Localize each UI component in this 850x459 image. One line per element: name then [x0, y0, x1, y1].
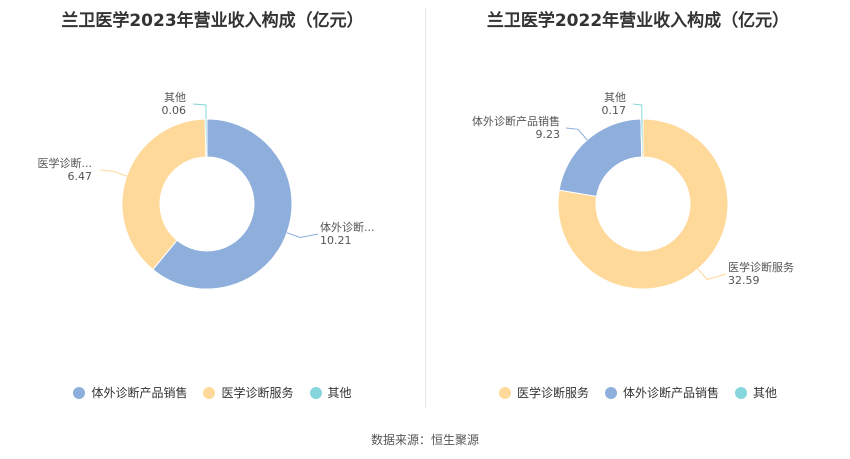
- donut-chart-2023: 体外诊断...10.21 医学诊断...6.47 其他0.06: [38, 91, 375, 290]
- legend-label: 体外诊断产品销售: [622, 386, 719, 400]
- legend-label: 体外诊断产品销售: [91, 386, 188, 400]
- legend-2022: 医学诊断服务 体外诊断产品销售 其他: [426, 384, 850, 401]
- label-leader-line: [99, 169, 127, 177]
- slice-value-label: 0.17: [602, 104, 627, 117]
- slice-value-label: 9.23: [536, 128, 561, 141]
- donut-slice[interactable]: [121, 118, 207, 271]
- slice-name-label: 医学诊断...: [38, 156, 93, 170]
- slice-value-label: 10.21: [320, 234, 352, 247]
- label-leader-line: [697, 268, 727, 281]
- slice-name-label: 体外诊断...: [320, 220, 375, 234]
- legend-marker: [735, 387, 747, 399]
- legend-item[interactable]: 其他: [735, 384, 777, 401]
- slice-name-label: 体外诊断产品销售: [472, 114, 560, 128]
- legend-marker: [73, 387, 86, 399]
- slice-value-label: 6.47: [68, 170, 93, 183]
- slice-value-label: 0.06: [162, 104, 187, 117]
- donut-slice[interactable]: [557, 118, 729, 290]
- label-leader-line: [565, 127, 588, 141]
- legend-marker: [309, 387, 322, 399]
- label-leader-line: [632, 103, 643, 120]
- chart-title-2023: 兰卫医学2023年营业收入构成（亿元）: [61, 11, 364, 31]
- legend-item[interactable]: 医学诊断服务: [203, 384, 294, 401]
- legend-item[interactable]: 医学诊断服务: [498, 384, 589, 401]
- legend-label: 其他: [753, 386, 778, 400]
- slice-name-label: 其他: [164, 91, 186, 104]
- label-leader-line: [286, 232, 319, 239]
- chart-panel-2023: 兰卫医学2023年营业收入构成（亿元） 体外诊断... 10.21 医学诊断... 6…: [0, 0, 425, 410]
- donut-slice[interactable]: [640, 118, 644, 158]
- legend-marker: [203, 387, 216, 399]
- donut-slice[interactable]: [558, 118, 643, 197]
- chart-title-2022: 兰卫医学2022年营业收入构成（亿元）: [486, 11, 790, 31]
- donut-slice[interactable]: [152, 118, 293, 290]
- label-leader-line: [192, 103, 207, 120]
- donut-slice[interactable]: [204, 118, 208, 158]
- legend-marker: [604, 387, 617, 399]
- legend-item[interactable]: 体外诊断产品销售: [604, 384, 719, 401]
- chart-panel-2022: 兰卫医学2022年营业收入构成（亿元） 医学诊断服务 32.59 体外诊断产品销售 9…: [426, 0, 850, 410]
- slice-name-label: 医学诊断服务: [728, 260, 794, 274]
- legend-label: 医学诊断服务: [516, 386, 589, 400]
- legend-marker: [498, 387, 511, 399]
- panel-divider: [425, 8, 426, 408]
- legend-label: 医学诊断服务: [221, 386, 294, 400]
- slice-name-label: 其他: [604, 91, 626, 104]
- legend-2023: 体外诊断产品销售 医学诊断服务 其他: [0, 384, 425, 401]
- data-source-note: 数据来源：恒生聚源: [370, 433, 479, 447]
- legend-item[interactable]: 其他: [309, 384, 352, 401]
- slice-value-label: 32.59: [728, 274, 760, 287]
- legend-label: 其他: [327, 386, 352, 400]
- legend-item[interactable]: 体外诊断产品销售: [73, 384, 187, 401]
